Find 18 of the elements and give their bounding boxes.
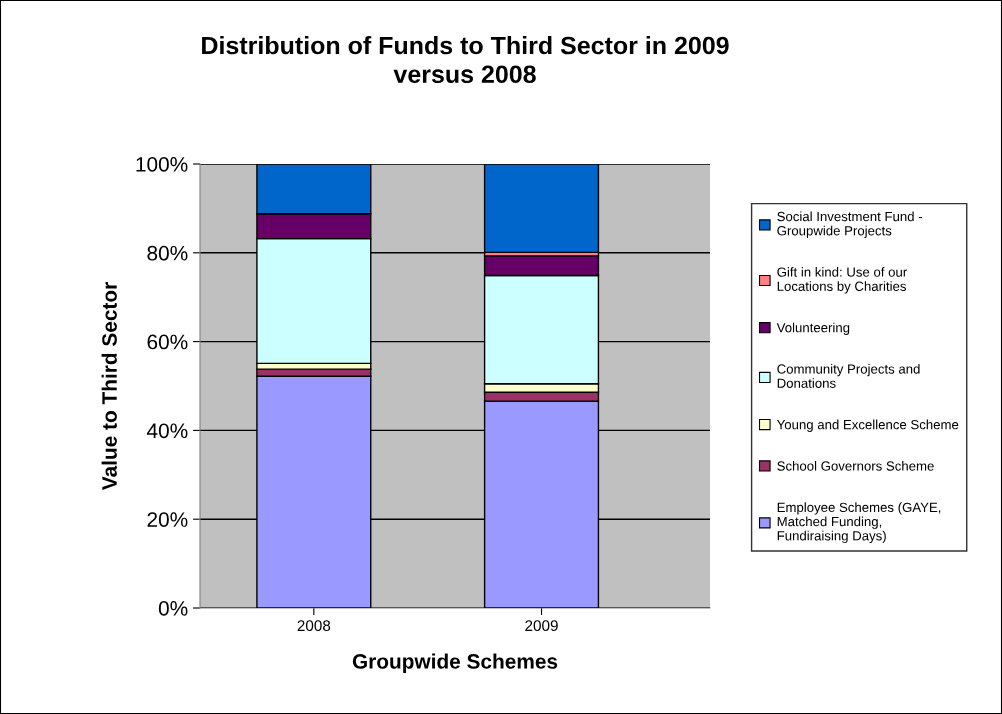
chart-title: Distribution of Funds to Third Sector in 2009 versus 2008 xyxy=(202,35,729,84)
legend-label: Volunteering xyxy=(776,322,850,335)
legend-label: School Governors Scheme xyxy=(777,461,934,471)
y-tick-label: 60% xyxy=(147,334,188,350)
legend-label: Community Projects and Donations xyxy=(777,363,920,388)
legend-label: Gift in kind: Use of our Locations by Charities xyxy=(777,267,907,294)
y-tick-label: 100% xyxy=(136,157,188,172)
x-axis-title: Groupwide Schemes xyxy=(352,653,558,673)
legend-label: Social Investment Fund - Groupwide Projects xyxy=(777,211,923,239)
legend-label: Employee Schemes (GAYE, Matched Funding, Fundiraising Days) xyxy=(777,502,941,544)
y-tick-label: 40% xyxy=(146,423,188,439)
legend-label: Young and Excellence Scheme xyxy=(776,419,959,432)
y-axis-title: Value to Third Sector xyxy=(101,282,117,491)
x-tick-label: 2008 xyxy=(297,620,331,632)
x-tick-label: 2009 xyxy=(525,620,558,632)
y-tick-label: 0% xyxy=(158,601,188,616)
y-tick-label: 80% xyxy=(147,245,188,261)
y-tick-label: 20% xyxy=(147,512,188,527)
